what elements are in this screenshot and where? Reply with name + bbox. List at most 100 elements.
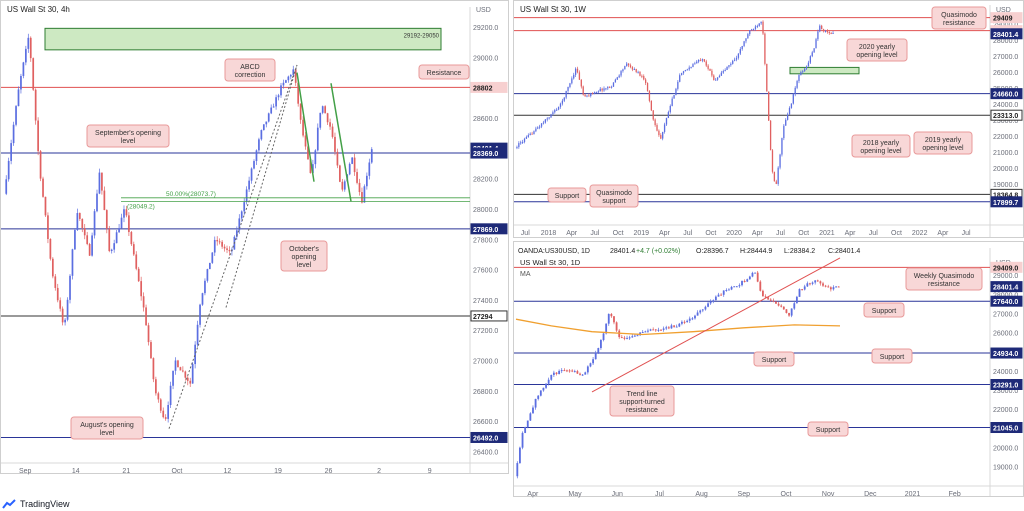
y-tick-label: 27000.0 <box>993 311 1018 318</box>
candle-body <box>783 125 785 139</box>
candle-body <box>822 29 825 32</box>
callout-2018-text: 2018 yearly <box>863 140 900 147</box>
callout-september-text: level <box>121 138 136 145</box>
candle-body <box>743 281 746 283</box>
candle-body <box>47 215 49 240</box>
candle-body <box>620 71 622 76</box>
candle-body <box>542 122 545 124</box>
candle-body <box>186 377 189 381</box>
candle-body <box>696 312 699 316</box>
candle-body <box>196 324 199 345</box>
candle-body <box>750 29 753 31</box>
candle-body <box>529 133 531 136</box>
chart-4h[interactable]: US Wall St 30, 4hUSD29200.029000.028800.… <box>1 1 510 475</box>
tradingview-branding[interactable]: TradingView <box>2 497 70 511</box>
candle-body <box>115 232 118 244</box>
callout-september-text: September's opening <box>95 130 161 137</box>
candle-body <box>353 157 356 173</box>
candle-body <box>339 165 341 182</box>
candle-body <box>660 329 662 331</box>
candle-body <box>358 182 361 193</box>
candle-body <box>213 239 216 253</box>
chart-panel-4h[interactable]: US Wall St 30, 4hUSD29200.029000.028800.… <box>0 0 510 475</box>
candle-body <box>64 319 66 323</box>
x-tick-label: Apr <box>845 230 857 237</box>
moving-average-line <box>515 318 841 336</box>
fib-label-50: 50.00%(28073.7) <box>166 191 216 198</box>
candle-body <box>644 79 647 83</box>
level-tag-bg <box>990 28 1023 40</box>
y-tick-label: 19000.0 <box>993 465 1018 472</box>
candle-body <box>521 141 524 143</box>
candle-body <box>594 352 597 360</box>
candle-body <box>537 395 540 399</box>
candle-body <box>803 68 806 72</box>
candle-body <box>223 246 226 249</box>
x-tick-label: 19 <box>274 468 282 475</box>
callout-resistance-box <box>418 64 470 80</box>
callout-2019-text: opening level <box>922 145 964 152</box>
candle-body <box>768 91 770 121</box>
candle-body <box>798 289 801 297</box>
y-tick-label: 23000.0 <box>993 118 1018 125</box>
callout-support-w-box <box>547 187 587 203</box>
level-tag-bg <box>990 281 1023 293</box>
candle-body <box>775 181 777 184</box>
x-tick-label: Apr <box>659 230 671 237</box>
x-tick-label: 12 <box>224 468 232 475</box>
candle-body <box>135 254 138 269</box>
candle-body <box>769 120 772 151</box>
candle-body <box>83 227 86 236</box>
candle-body <box>255 150 258 162</box>
y-tick-label: 26600.0 <box>473 419 498 426</box>
callout-september-box <box>86 124 170 148</box>
y-tick-label: 27800.0 <box>473 237 498 244</box>
y-tick-label: 26800.0 <box>473 389 498 396</box>
candle-body <box>771 150 774 172</box>
candle-body <box>201 293 204 305</box>
x-tick-label: Oct <box>705 230 716 237</box>
level-tag-bg <box>990 347 1023 359</box>
chart-daily[interactable]: OANDA:US30USD, 1D 28401.4 +4.7 (+0.02%) O:2… <box>514 242 1024 498</box>
chart-panel-daily[interactable]: OANDA:US30USD, 1D 28401.4 +4.7 (+0.02%) O:2… <box>513 241 1024 498</box>
candle-body <box>663 124 666 132</box>
candle-body <box>718 75 721 78</box>
candle-body <box>159 399 162 411</box>
level-tag-label: 29409.0 <box>993 265 1018 272</box>
candle-body <box>824 30 827 32</box>
candle-body <box>837 286 840 288</box>
candle-body <box>211 252 214 263</box>
candle-body <box>86 235 89 245</box>
callout-2020-box <box>846 38 908 62</box>
x-tick-label: 2 <box>377 468 381 475</box>
candle-body <box>110 249 113 252</box>
candle-body <box>673 325 675 327</box>
candle-body <box>641 75 643 77</box>
chart-weekly[interactable]: US Wall St 30, 1WUSD29000.028000.027000.… <box>514 1 1024 239</box>
candle-body <box>576 68 579 73</box>
y-tick-label: 24000.0 <box>993 369 1018 376</box>
candle-body <box>557 106 560 110</box>
y-tick-label: 20000.0 <box>993 166 1018 173</box>
level-tag-label: 28401.4 <box>993 32 1018 39</box>
chart-panel-weekly[interactable]: US Wall St 30, 1WUSD29000.028000.027000.… <box>513 0 1024 238</box>
candle-body <box>607 313 610 324</box>
candle-body <box>277 95 280 98</box>
candle-body <box>717 294 720 297</box>
candle-body <box>626 63 628 67</box>
callout-quasimodo-res-box <box>931 6 987 30</box>
candle-body <box>766 63 768 92</box>
candle-body <box>726 66 728 70</box>
candle-body <box>356 172 358 183</box>
candle-body <box>683 321 686 323</box>
candle-body <box>777 303 780 306</box>
candle-body <box>93 211 96 236</box>
candle-body <box>624 66 626 70</box>
level-tag-label: 29409 <box>993 16 1013 23</box>
candle-body <box>754 26 757 29</box>
y-tick-label: 27000.0 <box>473 359 498 366</box>
candle-body <box>788 107 791 115</box>
callout-support-2-box <box>871 348 913 364</box>
candle-body <box>184 371 187 378</box>
candle-body <box>550 374 553 380</box>
